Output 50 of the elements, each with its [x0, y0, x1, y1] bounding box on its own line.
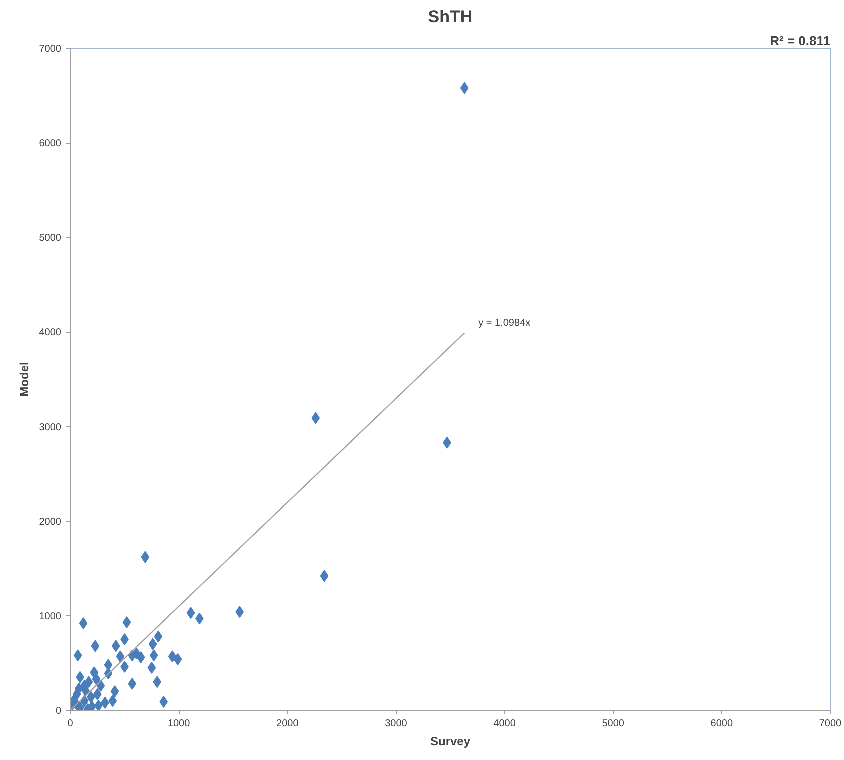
x-axis-title: Survey — [430, 734, 471, 748]
point — [86, 691, 96, 704]
point — [91, 640, 100, 652]
point — [148, 662, 156, 674]
point — [148, 638, 158, 650]
point — [110, 686, 120, 698]
x-tick-label: 6000 — [710, 718, 734, 730]
y-tick-label: 1000 — [39, 611, 62, 622]
point — [79, 617, 88, 630]
x-tick-label: 4000 — [494, 718, 516, 730]
y-axis-title: Model — [17, 362, 32, 397]
point — [93, 688, 102, 700]
point — [141, 551, 150, 564]
x-tick-label: 7000 — [819, 718, 842, 730]
point — [460, 82, 469, 94]
y-tick-label: 6000 — [39, 138, 62, 150]
y-tick-label: 5000 — [39, 233, 62, 244]
y-tick-label: 7000 — [39, 44, 62, 55]
x-tick-label: 2000 — [276, 718, 300, 730]
x-tick-label: 0 — [68, 718, 74, 730]
point — [94, 700, 103, 710]
y-tick-label: 2000 — [39, 516, 62, 528]
text: R² = 0.811 — [770, 34, 831, 48]
point — [112, 640, 120, 652]
chart-title: ShTH — [428, 8, 473, 26]
point — [88, 700, 96, 710]
point — [320, 570, 329, 582]
y-tick-label: 0 — [56, 706, 62, 717]
point — [92, 673, 101, 686]
point — [236, 606, 244, 618]
point — [108, 695, 118, 708]
point — [122, 616, 132, 629]
point — [116, 650, 125, 663]
y-tick-label: 4000 — [39, 328, 62, 339]
point — [128, 678, 137, 690]
point — [150, 650, 158, 662]
point — [153, 676, 162, 688]
point — [168, 650, 177, 663]
x-tick-label: 5000 — [602, 718, 625, 730]
point — [174, 653, 182, 666]
x-tick-label: 1000 — [168, 718, 191, 730]
point — [136, 652, 146, 664]
point — [186, 607, 196, 620]
point — [154, 630, 163, 643]
point — [160, 696, 168, 708]
x-tick-label: 3000 — [385, 718, 408, 730]
point — [312, 412, 320, 424]
annotation: y = 1.0984x — [478, 318, 531, 330]
y-tick-label: 3000 — [39, 422, 62, 434]
point — [74, 650, 82, 662]
